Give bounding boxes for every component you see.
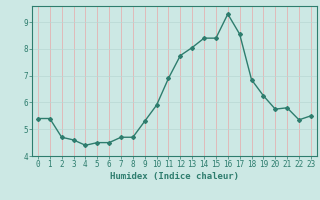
X-axis label: Humidex (Indice chaleur): Humidex (Indice chaleur) [110,172,239,181]
